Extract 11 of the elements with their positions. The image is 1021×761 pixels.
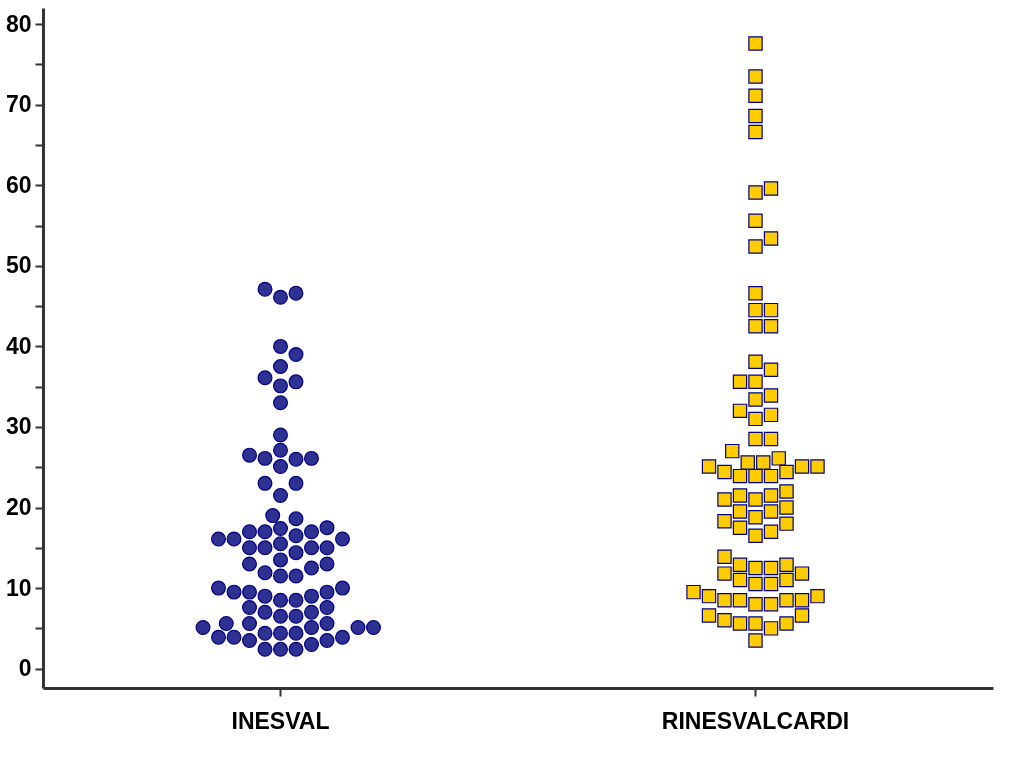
y-tick-label: 20 xyxy=(5,494,32,521)
y-tick-label: 70 xyxy=(5,91,32,118)
x-tick-label: RINESVALCARDI xyxy=(661,707,850,734)
y-tick-label: 60 xyxy=(5,171,32,198)
y-tick-label: 50 xyxy=(5,252,32,279)
y-tick-label: 10 xyxy=(5,574,32,601)
y-tick-label: 30 xyxy=(5,413,32,440)
x-tick-label: INESVAL xyxy=(231,707,330,734)
y-tick-label: 80 xyxy=(5,10,32,37)
y-tick-label: 40 xyxy=(5,332,32,359)
y-tick-label: 0 xyxy=(18,655,32,682)
